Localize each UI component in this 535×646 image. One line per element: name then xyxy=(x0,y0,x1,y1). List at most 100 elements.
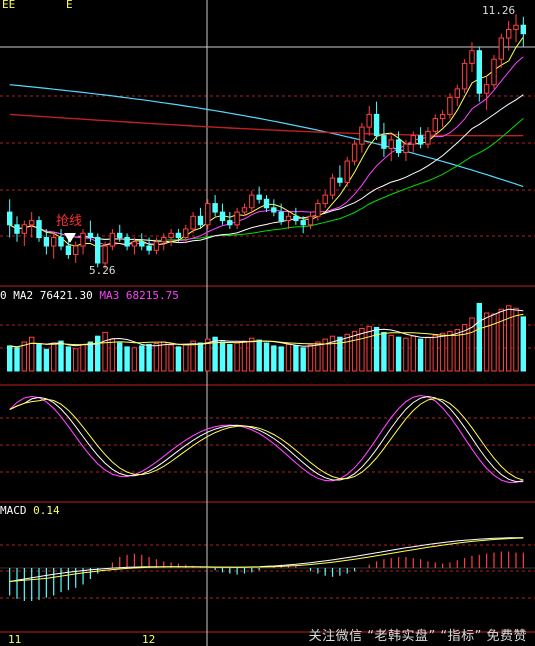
volume-prefix: 0 xyxy=(0,289,7,302)
volume-bar xyxy=(124,346,130,372)
volume-bar xyxy=(117,342,123,372)
kdj-d-line xyxy=(9,397,524,481)
volume-bar xyxy=(87,341,94,372)
candle-body xyxy=(513,24,519,30)
candle-body xyxy=(146,245,152,251)
ma2-label: MA2 xyxy=(13,289,34,302)
ma-long-cyan-line xyxy=(9,84,524,188)
volume-bar xyxy=(183,343,189,372)
volume-bar xyxy=(29,336,35,372)
ma-long-red-line xyxy=(9,113,524,137)
volume-bar xyxy=(337,336,343,372)
volume-bar xyxy=(491,313,497,372)
candle-body xyxy=(249,194,255,209)
volume-indicator-header: 0 MA2 76421.30 MA3 68215.75 xyxy=(0,290,179,302)
candle-body xyxy=(506,29,512,39)
candle-body xyxy=(234,211,240,226)
candle-body xyxy=(300,220,306,226)
candle-body xyxy=(498,37,505,60)
candle-body xyxy=(65,245,72,255)
ma3-value: 68215.75 xyxy=(125,289,179,302)
candle-body xyxy=(14,224,20,234)
candle-body xyxy=(454,88,461,98)
volume-bar xyxy=(351,330,358,372)
price-low-label: 5.26 xyxy=(89,264,116,277)
volume-bar xyxy=(432,334,439,372)
candle-body xyxy=(153,241,160,251)
candle-body xyxy=(168,232,174,239)
volume-bar xyxy=(285,343,292,372)
volume-bar xyxy=(153,343,160,372)
volume-bar xyxy=(278,346,284,372)
kdj-k-line xyxy=(9,395,524,483)
candle-body xyxy=(205,203,211,226)
ma2-value: 76421.30 xyxy=(39,289,93,302)
candle-body xyxy=(337,177,343,183)
kdj-j-line xyxy=(9,394,524,483)
volume-bar xyxy=(73,348,79,372)
header-tag-2: E xyxy=(66,0,73,11)
volume-bar xyxy=(307,344,314,372)
volume-bar xyxy=(476,302,483,372)
candle-body xyxy=(351,143,358,162)
candle-body xyxy=(476,50,483,94)
candle-body xyxy=(109,232,116,247)
volume-bar xyxy=(21,341,28,372)
volume-bar xyxy=(14,347,20,372)
candle-body xyxy=(278,211,284,222)
candle-body xyxy=(95,237,101,264)
volume-bar xyxy=(469,317,475,372)
volume-ma3-line xyxy=(9,313,524,348)
volume-bar xyxy=(403,337,409,372)
x-axis-label-12: 12 xyxy=(142,633,156,646)
candle-body xyxy=(447,96,453,115)
candle-body xyxy=(359,126,365,145)
candle-body xyxy=(293,215,299,222)
volume-bar xyxy=(249,337,255,372)
candle-body xyxy=(117,232,123,239)
candle-body xyxy=(43,237,50,247)
volume-bar xyxy=(234,342,240,372)
candle-body xyxy=(425,130,431,145)
volume-bar xyxy=(329,335,336,372)
ma3-label: MA3 xyxy=(99,289,120,302)
ma-magenta-line xyxy=(9,56,524,246)
volume-bar xyxy=(219,341,226,372)
candle-body xyxy=(87,232,94,239)
volume-bar xyxy=(439,332,446,372)
volume-bar xyxy=(461,324,468,372)
volume-bar xyxy=(36,343,42,372)
volume-bar xyxy=(139,345,145,372)
candle-body xyxy=(307,215,314,226)
volume-bar xyxy=(146,343,152,372)
candle-body xyxy=(190,215,196,230)
volume-bar xyxy=(520,316,526,372)
candle-body xyxy=(227,220,233,226)
candle-body xyxy=(29,220,35,226)
ma-green-line xyxy=(9,118,524,241)
volume-bar xyxy=(241,340,248,372)
ma-white-line xyxy=(9,94,524,244)
volume-bar xyxy=(190,340,196,372)
candle-body xyxy=(395,139,402,154)
volume-bar xyxy=(161,341,167,372)
volume-bar xyxy=(381,331,387,372)
candle-body xyxy=(461,62,468,90)
candle-body xyxy=(175,232,182,239)
volume-bar xyxy=(271,345,277,372)
volume-bar xyxy=(293,345,299,372)
volume-bar xyxy=(102,331,108,372)
volume-bar xyxy=(388,334,394,372)
candle-body xyxy=(21,224,28,234)
candle-body xyxy=(212,203,218,213)
candle-body xyxy=(124,237,130,247)
candle-body xyxy=(344,160,350,183)
candle-body xyxy=(139,241,145,247)
candle-body xyxy=(161,237,167,243)
candle-body xyxy=(73,245,79,255)
volume-bar xyxy=(513,307,519,372)
candle-body xyxy=(241,207,248,213)
macd-header: MACD 0.14 xyxy=(0,505,60,517)
candle-body xyxy=(36,220,42,239)
